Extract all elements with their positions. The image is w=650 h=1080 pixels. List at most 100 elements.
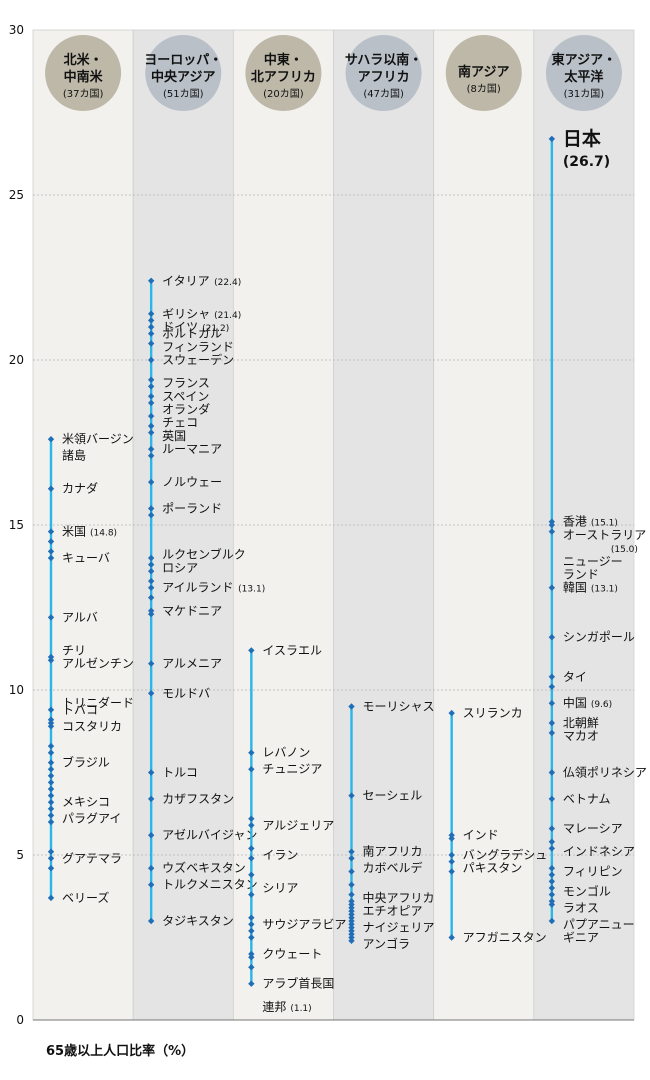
country-label: トリニダード [62, 695, 134, 710]
country-label: 日本 [563, 127, 601, 150]
data-point [47, 812, 55, 819]
region-count: (31カ国) [564, 88, 605, 100]
data-point [548, 901, 556, 908]
data-point [147, 865, 155, 872]
data-point [548, 673, 556, 680]
data-point [348, 855, 355, 862]
country-label: ニュージー [563, 554, 623, 568]
country-label: ウズベキスタン [162, 860, 246, 875]
country-label: チリ [62, 643, 86, 657]
data-point [548, 528, 556, 535]
country-label: 英国 [162, 429, 186, 443]
country-label: インド [463, 828, 499, 842]
country-label: ギリシャ [162, 307, 210, 321]
data-point [548, 769, 556, 776]
country-label: ロシア [162, 561, 198, 575]
region-title: 中南米 [64, 69, 104, 85]
data-point [47, 528, 55, 535]
region-title: 太平洋 [563, 69, 603, 85]
data-point [348, 911, 355, 918]
data-point [147, 769, 155, 776]
country-label: 中国 [563, 695, 587, 710]
country-label: 連邦 [262, 1000, 286, 1014]
data-point [147, 277, 155, 284]
region-title: 中央アジア [151, 69, 215, 85]
data-point [248, 822, 255, 829]
data-point [47, 799, 55, 806]
value-note: (15.0) [611, 545, 638, 555]
data-point [248, 934, 255, 941]
data-point [248, 954, 255, 961]
data-point [147, 310, 155, 317]
data-point [147, 452, 155, 459]
data-point [248, 647, 255, 654]
country-label: アンゴラ [363, 936, 411, 951]
value-note: (13.1) [591, 585, 618, 595]
data-point [147, 412, 155, 420]
data-point [47, 653, 55, 661]
data-point [548, 845, 556, 852]
data-point [248, 891, 255, 898]
data-point [548, 518, 556, 525]
data-point [47, 855, 55, 862]
country-label: タイ [563, 670, 587, 684]
data-point [548, 719, 556, 727]
region-header-circle [345, 35, 422, 111]
data-point [147, 584, 155, 591]
data-point [548, 898, 556, 905]
data-point [548, 884, 556, 892]
country-label: ギニア [563, 931, 599, 945]
data-point [147, 330, 155, 337]
data-point [548, 825, 556, 832]
data-point [248, 921, 255, 928]
country-label: 韓国 [563, 581, 587, 595]
country-label: 仏領ポリネシア [563, 765, 647, 780]
data-point [47, 548, 55, 555]
country-label: チュニジア [262, 762, 322, 776]
region-header-circle [545, 35, 622, 111]
data-point [147, 323, 155, 331]
data-point [147, 660, 155, 667]
data-point [248, 815, 255, 822]
country-label: カボベルデ [363, 860, 423, 875]
country-label: ランド [563, 568, 599, 582]
country-label: トルコ [162, 766, 198, 780]
data-point [548, 871, 556, 878]
region-title: サハラ以南・ [345, 52, 422, 68]
y-axis-label: 65歳以上人口比率（%） [46, 1043, 194, 1059]
data-point [147, 429, 155, 436]
y-tick-label: 10 [9, 683, 24, 697]
country-label: アイルランド [162, 581, 233, 595]
region-title: 北米・ [64, 52, 103, 68]
country-label: (26.7) [563, 154, 610, 170]
data-point [47, 805, 55, 812]
country-label: コスタリカ [62, 719, 122, 733]
country-label: 米領バージン [62, 431, 134, 446]
region-title: アフリカ [358, 70, 410, 85]
country-label: グアテマラ [62, 851, 122, 865]
country-label: タジキスタン [162, 914, 234, 928]
data-point [147, 511, 155, 519]
data-point [147, 393, 155, 400]
data-point [248, 950, 255, 958]
region-title: 東アジア・ [552, 52, 616, 68]
data-point [348, 914, 355, 921]
data-point [147, 607, 155, 614]
data-point [248, 914, 255, 921]
data-point [47, 749, 55, 756]
data-point [348, 904, 355, 911]
country-label: 北朝鮮 [563, 716, 599, 730]
data-point [248, 980, 255, 987]
data-point [448, 868, 455, 875]
country-label: モルドバ [162, 686, 210, 700]
data-point [348, 703, 355, 710]
data-point [448, 832, 455, 839]
region-title: ヨーロッパ・ [144, 53, 222, 68]
country-label: ナイジェリア [363, 921, 435, 935]
region-title: 北アフリカ [251, 70, 316, 85]
data-point [147, 478, 155, 486]
data-point [147, 376, 155, 383]
data-point [348, 848, 355, 855]
data-point [348, 898, 355, 905]
